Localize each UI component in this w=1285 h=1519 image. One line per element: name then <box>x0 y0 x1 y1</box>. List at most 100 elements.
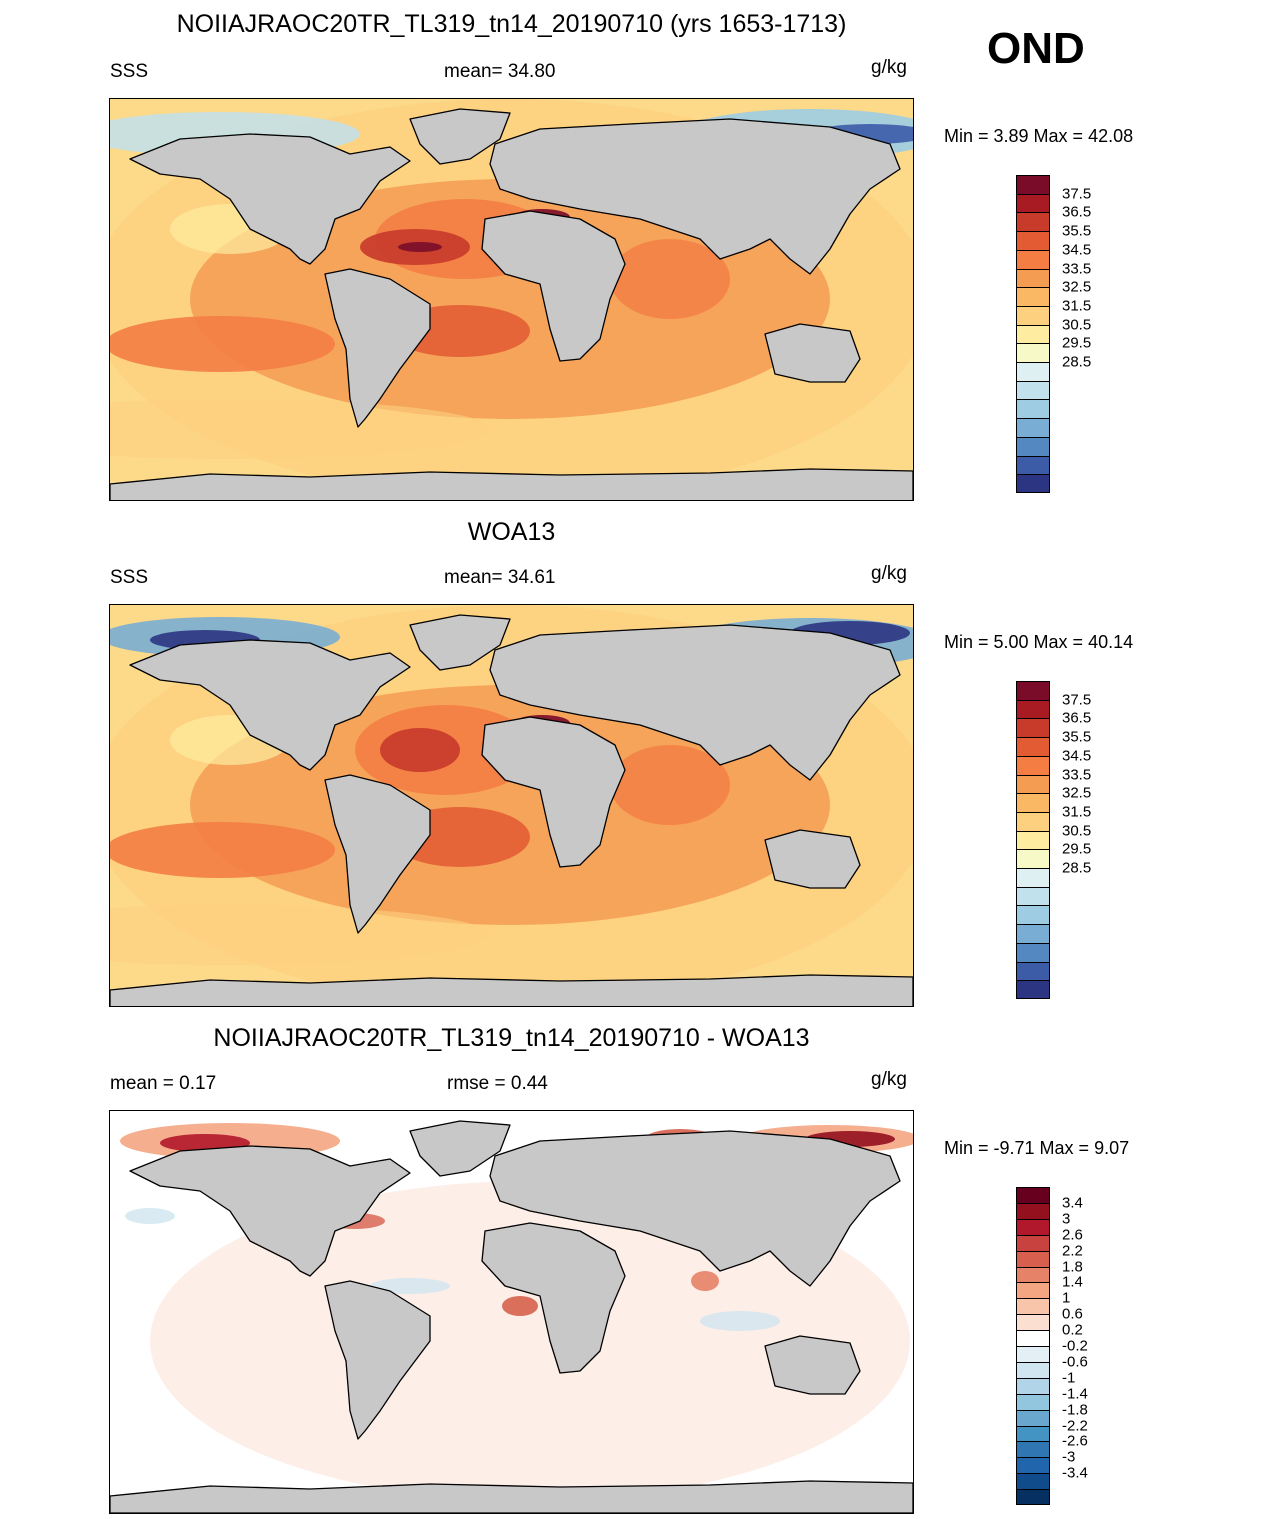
ocean-field-region <box>610 745 730 825</box>
colorbar-tick-label: 1.4 <box>1062 1273 1083 1291</box>
colorbar-tick-label: -3.4 <box>1062 1464 1088 1482</box>
colorbar-swatch <box>1016 961 1050 981</box>
colorbar-swatch <box>1016 436 1050 457</box>
colorbar-tick-label: 1.8 <box>1062 1258 1083 1275</box>
colorbar-tick-label: 33.5 <box>1062 766 1092 784</box>
panel-1-mean-label: mean= 34.80 <box>444 61 556 82</box>
land-south-america <box>324 774 431 934</box>
ocean-field-region <box>610 239 730 319</box>
ocean-field-region <box>110 399 490 459</box>
colorbar-tick-label: -1.4 <box>1062 1385 1088 1403</box>
ocean-field-region <box>110 316 335 372</box>
colorbar-swatch <box>1016 830 1050 850</box>
panel-3-title: NOIIAJRAOC20TR_TL319_tn14_20190710 - WOA… <box>213 1024 810 1052</box>
land-eurasia <box>489 1130 901 1287</box>
colorbar-swatch <box>1016 1441 1050 1458</box>
ocean-field-region <box>110 822 335 878</box>
colorbar-tick-label: 31.5 <box>1062 297 1092 315</box>
land-africa <box>481 1222 626 1374</box>
colorbar-tick-label: 1 <box>1062 1289 1071 1307</box>
colorbar-swatch <box>1016 1218 1050 1236</box>
land-eurasia <box>489 624 901 781</box>
land-australia <box>764 1335 861 1395</box>
panel-2-mean-label: mean= 34.61 <box>444 567 556 588</box>
colorbar-tick-label: 32.5 <box>1062 784 1092 802</box>
colorbar-swatch <box>1016 362 1050 382</box>
colorbar-tick-label: 30.5 <box>1062 822 1092 840</box>
colorbar-swatch <box>1016 1361 1050 1379</box>
panel-1-variable-label: SSS <box>110 61 149 82</box>
panel-3-colorbar: 3.4 3 2.6 2.2 1.8 1.4 1 0.6 0.2 -0.2 -0.6 -1 -1.4 -1.… <box>1016 1187 1116 1506</box>
colorbar-tick-label: 32.5 <box>1062 278 1092 296</box>
panel-1-map <box>109 98 914 501</box>
ocean-field-region <box>125 1208 175 1224</box>
colorbar-swatch <box>1016 1234 1050 1252</box>
panel-3-mean-label: mean = 0.17 <box>110 1073 217 1094</box>
colorbar-swatch <box>1016 193 1050 213</box>
colorbar-swatch <box>1016 1393 1050 1411</box>
colorbar-swatch <box>1016 1282 1050 1299</box>
colorbar-tick-label: 28.5 <box>1062 353 1092 371</box>
colorbar-swatch <box>1016 699 1050 719</box>
colorbar-tick-label: 3 <box>1062 1210 1071 1228</box>
land-australia <box>764 323 861 383</box>
colorbar-tick-label: 36.5 <box>1062 709 1092 727</box>
panel-1-colorbar: 37.5 36.5 35.5 34.5 33.5 32.5 31.5 30.5 29.5 28.5 <box>1016 175 1116 494</box>
ocean-field-region <box>398 242 442 252</box>
colorbar-swatch <box>1016 980 1050 1000</box>
ocean-field-region <box>700 1311 780 1331</box>
colorbar-tick-label: -0.2 <box>1062 1337 1088 1355</box>
colorbar-swatch <box>1016 942 1050 963</box>
colorbar-swatch <box>1016 1330 1050 1347</box>
colorbar-swatch <box>1016 905 1050 925</box>
colorbar-tick-label: 36.5 <box>1062 203 1092 221</box>
colorbar-tick-label: 37.5 <box>1062 185 1092 203</box>
panel-1-title: NOIIAJRAOC20TR_TL319_tn14_20190710 (yrs … <box>176 10 847 38</box>
colorbar-tick-label: -3 <box>1062 1448 1076 1466</box>
colorbar-swatch <box>1016 1202 1050 1220</box>
colorbar-tick-label: 2.2 <box>1062 1242 1083 1260</box>
colorbar-swatch <box>1016 399 1050 419</box>
land-south-america <box>324 1280 431 1440</box>
panel-3-map <box>109 1110 914 1514</box>
colorbar-tick-label: 3.4 <box>1062 1194 1083 1212</box>
colorbar-swatch <box>1016 1250 1050 1267</box>
panel-2-minmax: Min = 5.00 Max = 40.14 <box>944 632 1134 652</box>
panel-2-unit-label: g/kg <box>871 563 907 584</box>
colorbar-swatch <box>1016 380 1050 400</box>
colorbar-swatch <box>1016 1298 1050 1315</box>
colorbar-tick-label: -1.8 <box>1062 1401 1088 1419</box>
colorbar-tick-label: -2.6 <box>1062 1432 1088 1450</box>
land-greenland <box>409 108 511 165</box>
ocean-field-region <box>110 905 490 965</box>
panel-2-colorbar: 37.5 36.5 35.5 34.5 33.5 32.5 31.5 30.5 29.5 28.5 <box>1016 681 1116 1000</box>
colorbar-swatch <box>1016 324 1050 344</box>
land-antarctica <box>110 468 913 500</box>
colorbar-tick-label: 35.5 <box>1062 728 1092 746</box>
colorbar-swatch <box>1016 418 1050 438</box>
season-label: OND <box>987 24 1085 73</box>
colorbar-swatch <box>1016 1314 1050 1331</box>
colorbar-tick-label: 37.5 <box>1062 691 1092 709</box>
colorbar-swatch <box>1016 737 1050 757</box>
colorbar-tick-label: 0.2 <box>1062 1321 1083 1339</box>
colorbar-tick-label: -1 <box>1062 1369 1076 1387</box>
colorbar-tick-label: -2.2 <box>1062 1417 1088 1434</box>
colorbar-tick-label: 29.5 <box>1062 334 1092 352</box>
colorbar-swatch <box>1016 1346 1050 1363</box>
colorbar-swatch <box>1016 474 1050 494</box>
ocean-field-region <box>370 1278 450 1294</box>
colorbar-tick-label: 30.5 <box>1062 316 1092 334</box>
colorbar-swatch <box>1016 1489 1050 1506</box>
colorbar-tick-label: 33.5 <box>1062 260 1092 278</box>
colorbar-swatch <box>1016 718 1050 738</box>
colorbar-frame <box>1016 175 1050 493</box>
land-africa <box>481 716 626 868</box>
land-antarctica <box>110 974 913 1006</box>
land-north-america <box>129 133 411 265</box>
colorbar-swatch <box>1016 287 1050 307</box>
land-antarctica <box>110 1480 913 1513</box>
colorbar-swatch <box>1016 868 1050 888</box>
colorbar-tick-label: 0.6 <box>1062 1305 1083 1323</box>
colorbar-swatch <box>1016 774 1050 794</box>
